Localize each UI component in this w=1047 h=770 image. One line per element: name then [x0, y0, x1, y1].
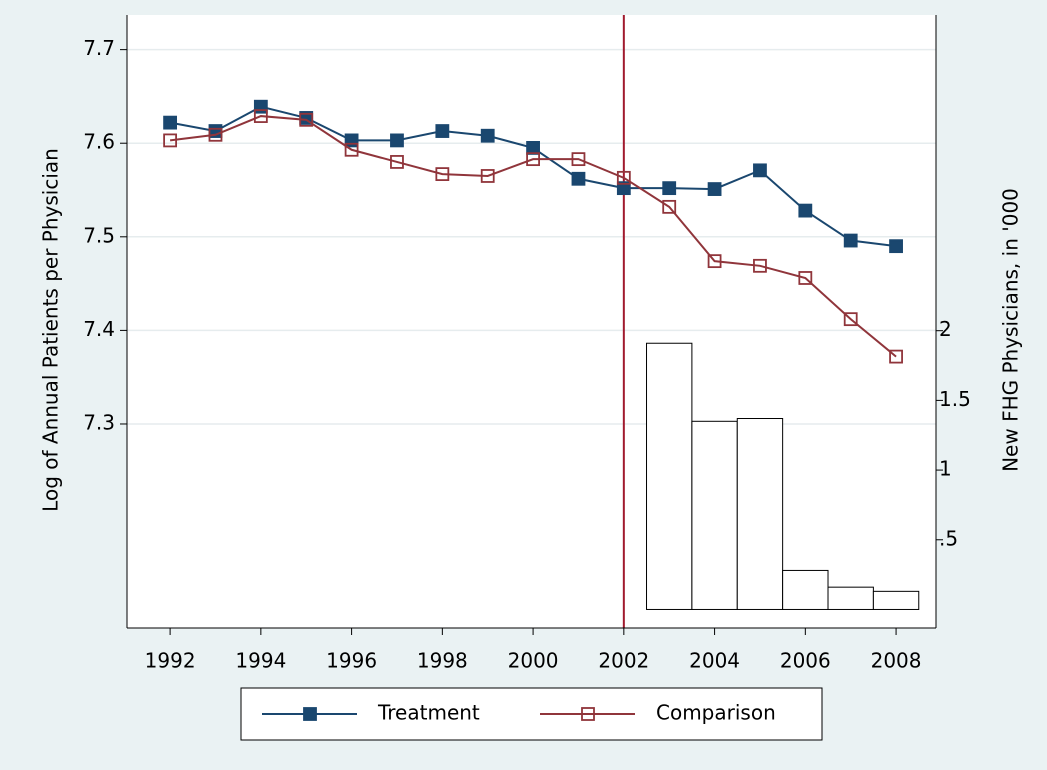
marker — [753, 258, 767, 273]
marker — [390, 155, 404, 169]
marker — [798, 271, 813, 285]
bar — [646, 342, 693, 610]
marker — [662, 199, 677, 214]
y2-tick-label: 1.5 — [939, 387, 971, 411]
marker — [843, 312, 858, 327]
marker — [390, 133, 404, 148]
marker — [253, 109, 268, 123]
legend-label: Treatment — [377, 701, 480, 725]
marker — [163, 133, 178, 148]
marker — [616, 181, 631, 196]
y2-tick-label: 1 — [939, 457, 952, 481]
marker — [480, 128, 495, 143]
marker — [435, 167, 450, 181]
bar — [736, 418, 784, 610]
marker — [616, 170, 631, 185]
y-tick-label: 7.5 — [83, 223, 115, 247]
x-tick-label: 1992 — [145, 649, 196, 673]
marker — [707, 182, 722, 196]
y2-tick-label: .5 — [939, 526, 958, 550]
y2-tick-label: 2 — [939, 317, 952, 341]
marker — [798, 203, 813, 218]
y2-axis-label: New FHG Physicians, in '000 — [999, 188, 1023, 472]
x-tick-label: 2000 — [508, 649, 559, 673]
x-tick-label: 2008 — [871, 649, 922, 673]
y-axis-label: Log of Annual Patients per Physician — [39, 148, 63, 512]
marker — [753, 163, 767, 178]
bar — [872, 590, 920, 610]
marker — [208, 127, 223, 142]
y-tick-label: 7.6 — [83, 130, 115, 154]
bar — [782, 569, 829, 610]
x-tick-label: 2006 — [780, 649, 831, 673]
marker — [843, 233, 858, 248]
marker — [163, 115, 178, 130]
marker — [435, 124, 450, 138]
bar — [827, 586, 874, 610]
x-tick-label: 2004 — [689, 649, 740, 673]
x-tick-label: 2002 — [598, 649, 649, 673]
marker — [526, 140, 540, 155]
marker — [889, 239, 903, 254]
plot-area — [127, 15, 936, 628]
marker — [299, 112, 314, 127]
y-tick-label: 7.7 — [83, 36, 115, 60]
marker — [344, 142, 359, 157]
x-tick-label: 1996 — [326, 649, 377, 673]
x-tick-label: 1998 — [417, 649, 468, 673]
marker — [662, 181, 677, 196]
bar — [691, 420, 738, 610]
legend-marker — [303, 707, 317, 721]
marker — [480, 169, 495, 183]
y-tick-label: 7.3 — [83, 410, 115, 434]
marker — [571, 171, 586, 186]
marker — [526, 152, 540, 167]
legend-label: Comparison — [656, 701, 776, 725]
y-tick-label: 7.4 — [83, 317, 115, 341]
marker — [889, 349, 903, 364]
marker — [707, 254, 722, 269]
marker — [571, 152, 586, 167]
x-tick-label: 1994 — [235, 649, 286, 673]
line — [169, 115, 897, 358]
legend-marker — [581, 707, 595, 721]
